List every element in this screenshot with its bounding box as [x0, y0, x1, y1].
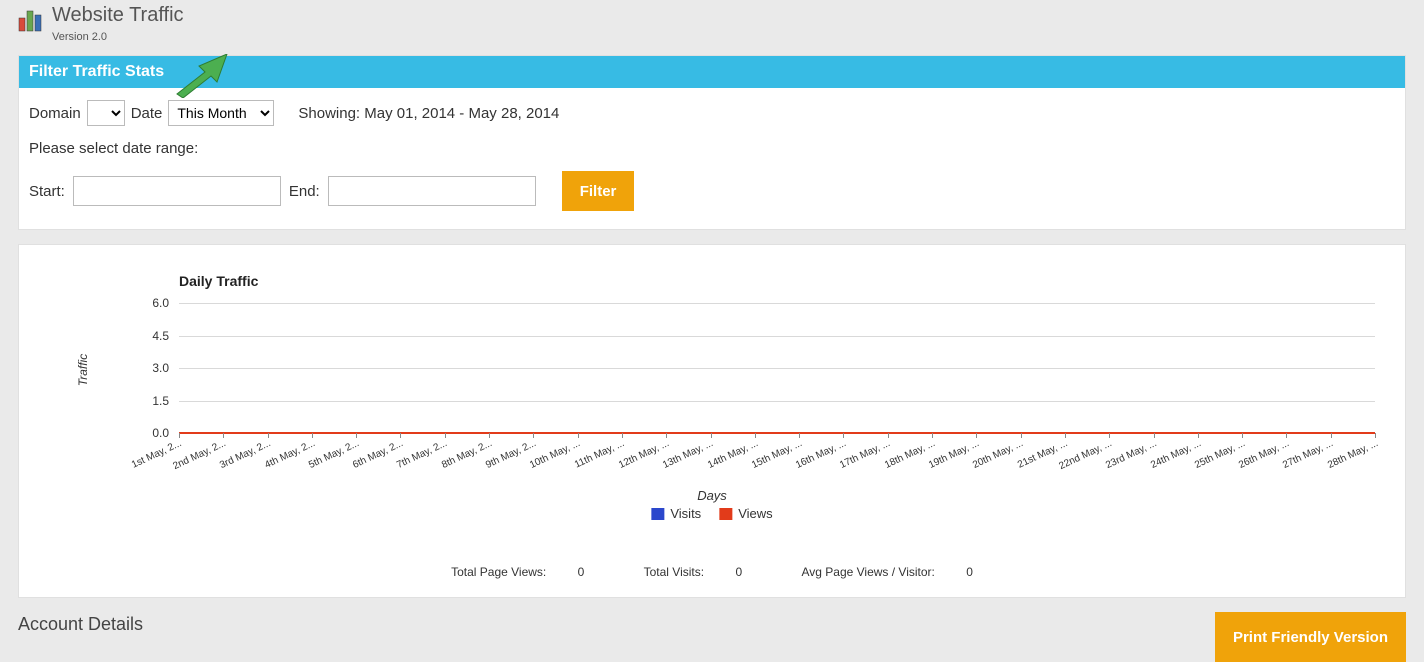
ytick-label: 4.5 — [152, 329, 169, 343]
version-label: Version 2.0 — [52, 31, 184, 43]
daily-traffic-chart: Daily Traffic Traffic 1st May, 2...2nd M… — [39, 273, 1385, 533]
yaxis-title: Traffic — [76, 354, 90, 386]
end-label: End: — [289, 183, 320, 200]
ytick-label: 6.0 — [152, 296, 169, 310]
chart-legend: Visits Views — [651, 506, 772, 521]
end-input[interactable] — [328, 176, 536, 206]
xtick-label: 10th May, ... — [528, 438, 582, 471]
filter-panel-title: Filter Traffic Stats — [29, 63, 164, 80]
ytick-label: 0.0 — [152, 426, 169, 440]
start-input[interactable] — [73, 176, 281, 206]
xtick-label: 14th May, ... — [706, 438, 760, 471]
account-details-heading: Account Details — [18, 612, 143, 635]
print-friendly-button[interactable]: Print Friendly Version — [1215, 612, 1406, 662]
footer-row: Account Details Print Friendly Version — [18, 612, 1406, 662]
page-title: Website Traffic — [52, 4, 184, 27]
domain-label: Domain — [29, 105, 81, 122]
date-label: Date — [131, 105, 163, 122]
xtick-label: 20th May, ... — [971, 438, 1025, 471]
xtick-label: 24th May, ... — [1149, 438, 1203, 471]
start-label: Start: — [29, 183, 65, 200]
xtick-label: 3rd May, 2... — [218, 438, 272, 471]
filter-panel-header: Filter Traffic Stats — [19, 56, 1405, 88]
filter-panel: Filter Traffic Stats Domain Date This Mo… — [18, 55, 1406, 230]
ytick-label: 3.0 — [152, 361, 169, 375]
select-range-text: Please select date range: — [29, 140, 198, 157]
domain-select[interactable] — [87, 100, 125, 126]
xtick-label: 7th May, 2... — [396, 438, 450, 471]
chart-panel: Daily Traffic Traffic 1st May, 2...2nd M… — [18, 244, 1406, 598]
filter-button[interactable]: Filter — [562, 171, 635, 211]
bar-chart-logo-icon — [18, 8, 42, 32]
xtick-label: 27th May, ... — [1282, 438, 1336, 471]
chart-totals: Total Page Views: 0 Total Visits: 0 Avg … — [39, 565, 1385, 579]
legend-item: Visits — [651, 506, 701, 521]
chart-title: Daily Traffic — [179, 273, 258, 289]
xtick-label: 13th May, ... — [661, 438, 715, 471]
xtick-label: 28th May, ... — [1326, 438, 1380, 471]
showing-text: Showing: May 01, 2014 - May 28, 2014 — [298, 105, 559, 122]
xaxis-title: Days — [697, 488, 727, 503]
page-header: Website Traffic Version 2.0 — [0, 0, 1424, 43]
xtick-label: 17th May, ... — [839, 438, 893, 471]
ytick-label: 1.5 — [152, 394, 169, 408]
date-select[interactable]: This Month — [168, 100, 274, 126]
legend-item: Views — [719, 506, 772, 521]
xtick-label: 23rd May, ... — [1104, 438, 1158, 471]
views-line — [179, 432, 1375, 434]
